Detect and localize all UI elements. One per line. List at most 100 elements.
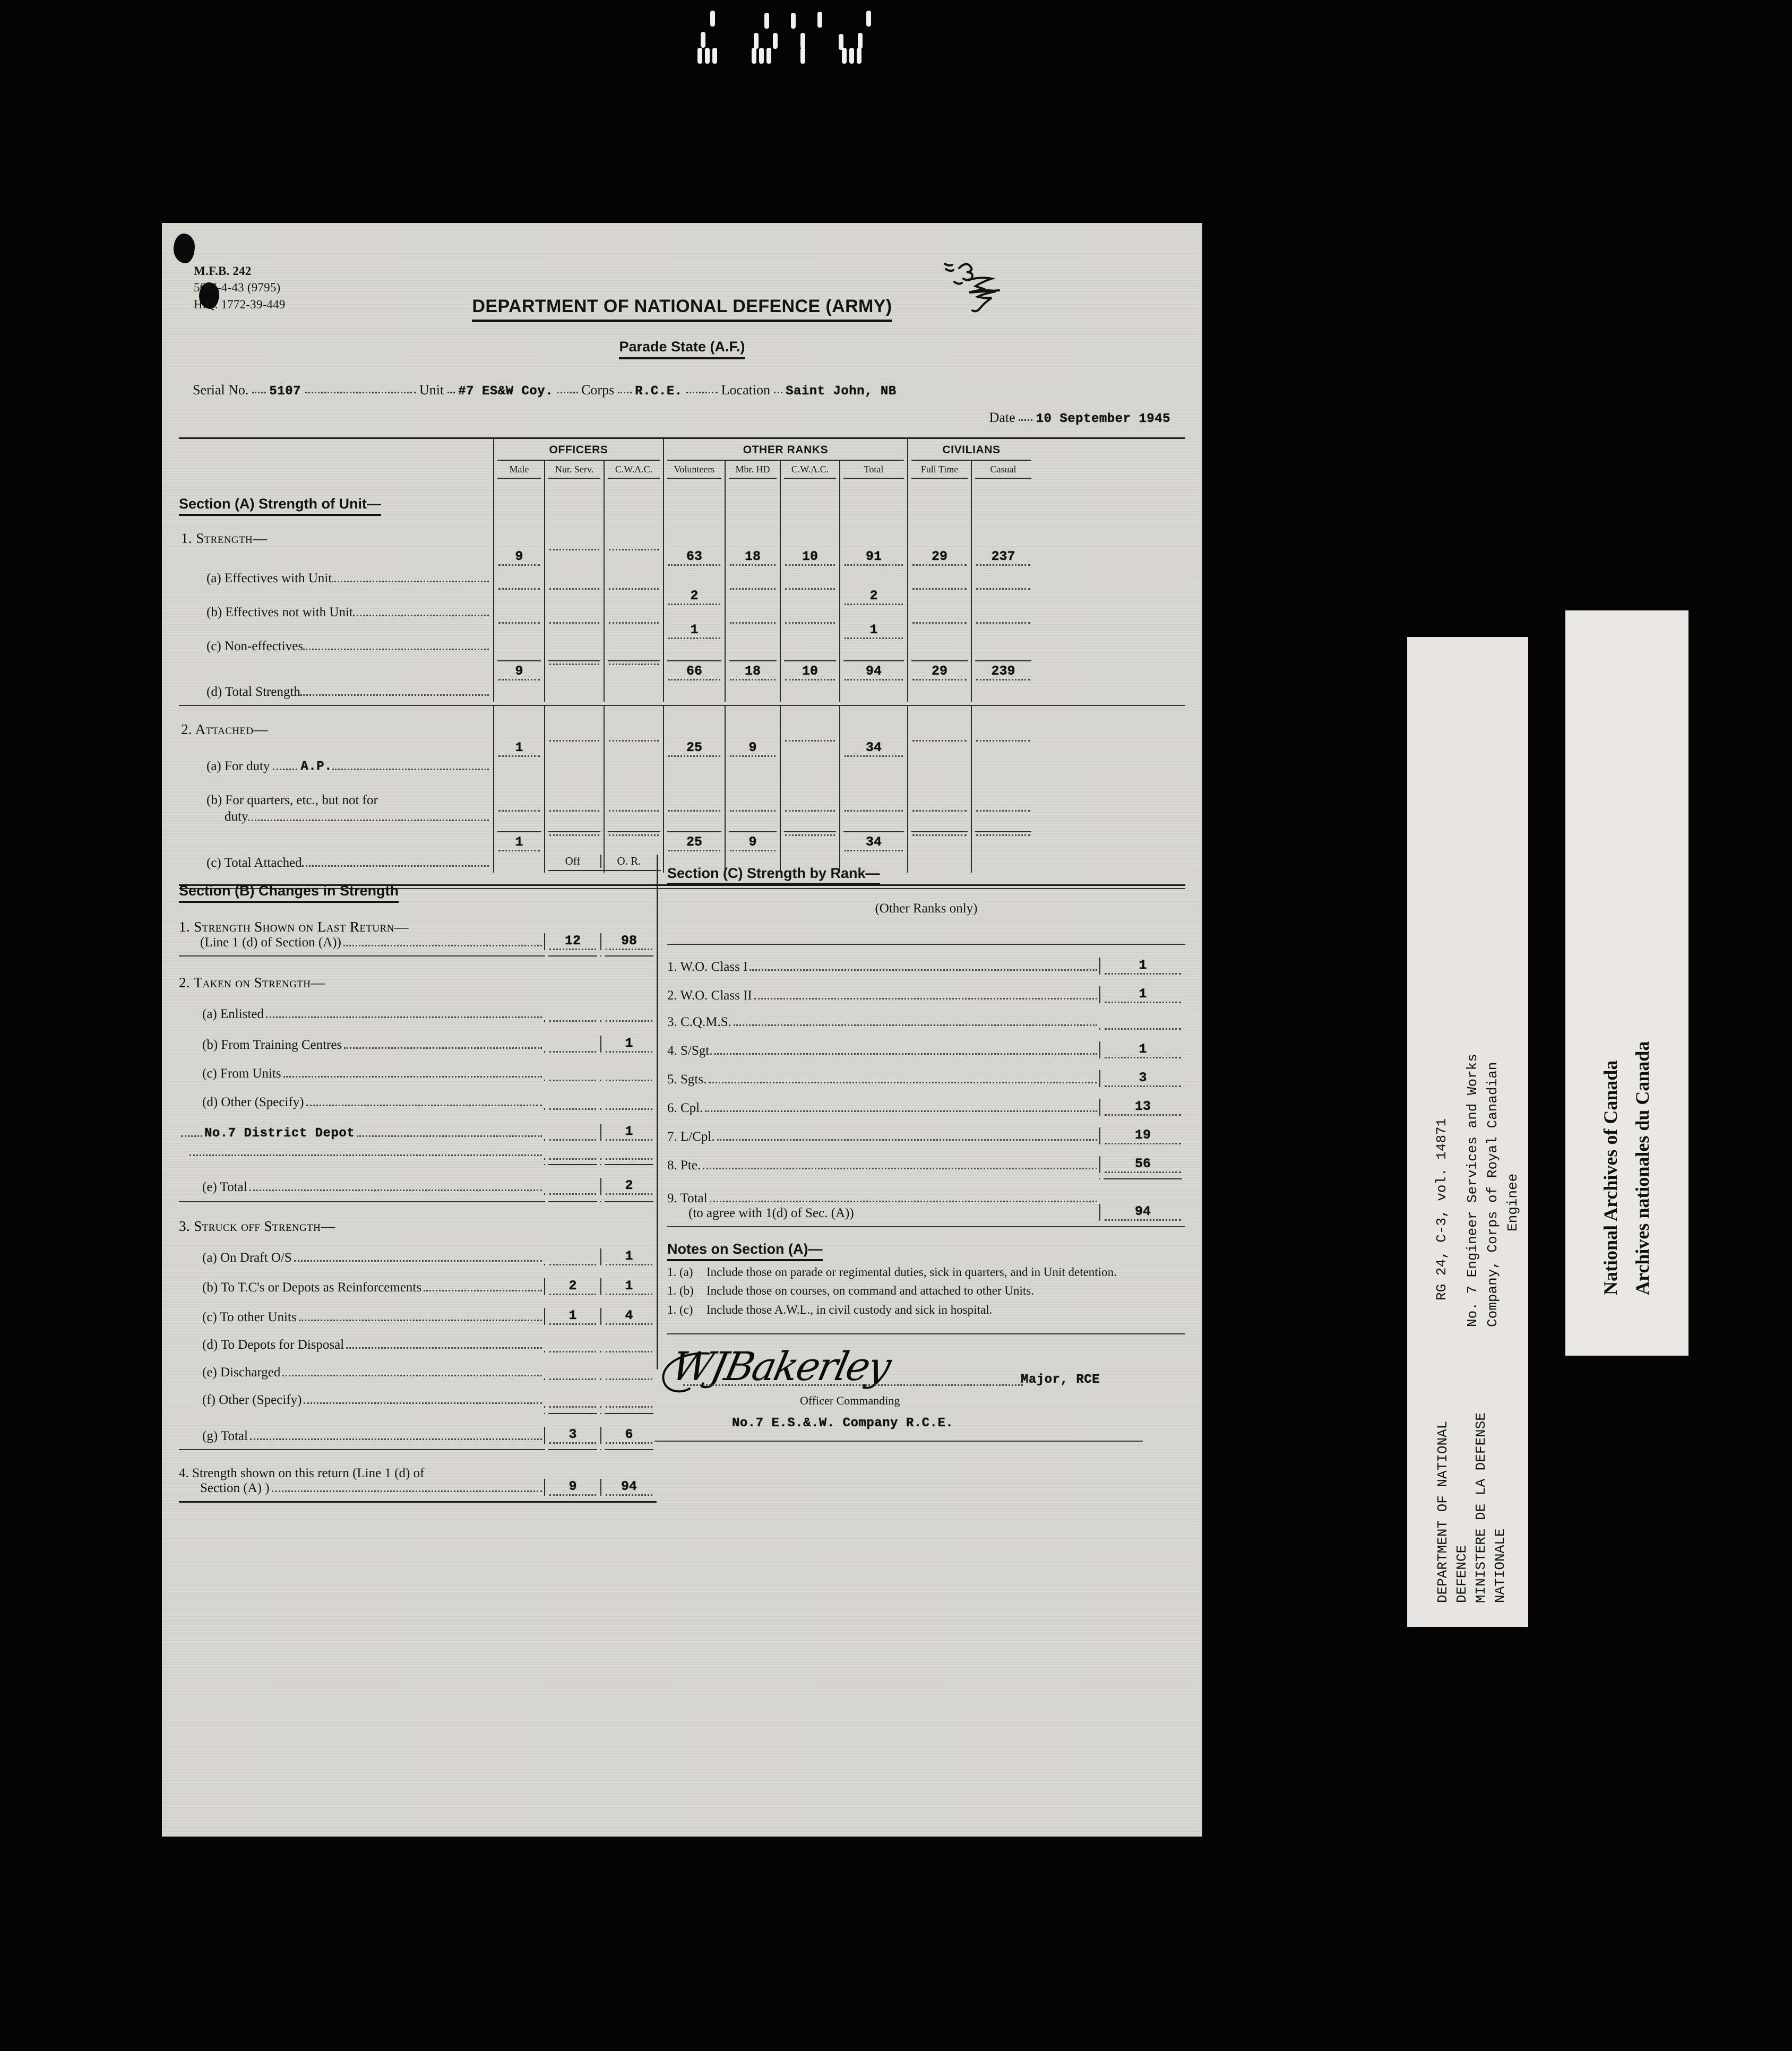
cell-value[interactable]: 10 xyxy=(802,663,818,679)
section-b-final-or[interactable]: 94 xyxy=(621,1479,637,1494)
corps-label: Corps xyxy=(581,382,615,398)
cell-value[interactable]: 29 xyxy=(931,663,947,679)
subtotal-rule xyxy=(179,656,1185,663)
list-item: (a) On Draft O/S 1 xyxy=(179,1248,657,1265)
corps-value[interactable]: R.C.E. xyxy=(635,384,683,399)
form-code-line: H.Q. 1772-39-449 xyxy=(194,297,286,311)
notes-list: 1. (a) Include those on parade or regime… xyxy=(667,1264,1185,1317)
section-c-total-value[interactable]: 94 xyxy=(1134,1204,1151,1219)
cell-value[interactable]: 9 xyxy=(515,663,523,679)
row-label: 5. Sgts. xyxy=(667,1072,707,1087)
cell-value[interactable]: 18 xyxy=(744,549,761,564)
cell-value[interactable]: 34 xyxy=(865,834,882,850)
cell-or[interactable]: 1 xyxy=(625,1124,633,1139)
ink-blot xyxy=(199,282,219,309)
cell-off[interactable]: 1 xyxy=(568,1308,577,1323)
cell-value[interactable]: 94 xyxy=(865,663,882,679)
section-b-line1-off[interactable]: 12 xyxy=(564,933,581,949)
cell-or[interactable]: 2 xyxy=(625,1178,633,1193)
cell-value[interactable]: 29 xyxy=(931,549,947,564)
cell-value[interactable]: 1 xyxy=(515,834,523,850)
cell-value[interactable]: 9 xyxy=(748,740,757,755)
serial-label: Serial No. xyxy=(193,382,249,398)
cell-value[interactable]: 1 xyxy=(1139,1041,1147,1057)
archive-description-line3: Enginee xyxy=(1505,1173,1521,1231)
col-total-or: Total xyxy=(864,464,884,475)
cell-or[interactable]: 1 xyxy=(625,1278,633,1294)
cell-value[interactable]: 1 xyxy=(1139,986,1147,1002)
cell-value[interactable]: 63 xyxy=(686,549,702,564)
section-a-title-row: Section (A) Strength of Unit— xyxy=(179,483,1185,518)
cell-value[interactable]: 25 xyxy=(686,740,702,755)
cell-value[interactable]: 91 xyxy=(865,549,882,564)
cell-value[interactable]: 9 xyxy=(515,549,523,564)
cell-value[interactable]: 19 xyxy=(1134,1127,1151,1143)
row-label: 8. Pte. xyxy=(667,1158,701,1173)
section-b-final-label2: Section (A) ) xyxy=(200,1481,270,1495)
cell-value[interactable]: 25 xyxy=(686,834,702,850)
cell-or[interactable]: 1 xyxy=(625,1036,633,1051)
ink-blot xyxy=(174,234,195,263)
row-label: (a) On Draft O/S xyxy=(202,1251,292,1265)
row-label: (a) Effectives with Unit xyxy=(206,571,332,585)
table-row: (d) Total Strength 9 66 18 10 94 29 239 xyxy=(179,663,1185,702)
cell-value[interactable]: 9 xyxy=(748,834,757,850)
unit-value[interactable]: #7 ES&W Coy. xyxy=(458,384,554,399)
cell-value[interactable]: 3 xyxy=(1139,1070,1147,1085)
form-code-line: M.F.B. 242 xyxy=(194,264,252,278)
section-b-final-off[interactable]: 9 xyxy=(568,1479,577,1494)
taken-on-strength-other-entry[interactable]: No.7 District Depot xyxy=(204,1126,355,1141)
note-key: 1. (a) xyxy=(667,1265,693,1279)
cell-value[interactable]: 2 xyxy=(690,588,699,604)
row-label: (c) Non-effectives xyxy=(206,639,304,653)
serial-value[interactable]: 5107 xyxy=(269,384,301,399)
list-item: (d) Other (Specify) xyxy=(179,1095,657,1110)
row-label: 4. S/Sgt. xyxy=(667,1044,713,1058)
archival-label-national-archives: National Archives of Canada Archives nat… xyxy=(1565,610,1688,1356)
cell-value[interactable]: 1 xyxy=(515,740,523,755)
list-item: (f) Other (Specify) xyxy=(179,1393,657,1408)
department-title: DEPARTMENT OF NATIONAL DEFENCE (ARMY) xyxy=(162,296,1202,322)
section-b-column-headers: Off O. R. xyxy=(179,855,657,868)
cell-value[interactable]: 1 xyxy=(1139,958,1147,973)
archive-description-line2: Company, Corps of Royal Canadian xyxy=(1485,1062,1501,1327)
col-off: Off xyxy=(544,855,600,868)
archive-reference: RG 24, C-3, vol. 14871 xyxy=(1434,1118,1450,1300)
archives-name-en: National Archives of Canada xyxy=(1600,1060,1621,1295)
cell-value[interactable]: 2 xyxy=(869,588,878,604)
cell-value[interactable]: 10 xyxy=(802,549,818,564)
location-value[interactable]: Saint John, NB xyxy=(786,384,897,399)
row-label: (b) For quarters, etc., but not for xyxy=(206,793,378,807)
archive-dept-en2: DEFENCE xyxy=(1454,1545,1470,1603)
cell-value[interactable]: 56 xyxy=(1134,1156,1151,1171)
section-c-subtitle: (Other Ranks only) xyxy=(875,901,978,916)
section-b-struck-heading: 3. Struck off Strength— xyxy=(179,1218,335,1234)
cell-or[interactable]: 4 xyxy=(625,1308,633,1323)
table-row: (c) Total Attached 1 25 9 34 xyxy=(179,834,1185,873)
cell-value[interactable]: 1 xyxy=(690,622,699,637)
cell-value[interactable]: 66 xyxy=(686,663,702,679)
col-cwac-or: C.W.A.C. xyxy=(791,464,829,475)
cell-value[interactable]: 1 xyxy=(869,622,878,637)
cell-value[interactable]: 239 xyxy=(991,663,1015,679)
attached-for-duty-annotation[interactable]: A.P. xyxy=(300,760,333,774)
scanned-document-page: M.F.B. 242 50M-4-43 (9795) H.Q. 1772-39-… xyxy=(162,223,1202,1837)
cell-value[interactable]: 237 xyxy=(991,549,1015,564)
cell-or[interactable]: 1 xyxy=(625,1248,633,1264)
cell-off[interactable]: 3 xyxy=(568,1427,577,1442)
table-row: (b) For quarters, etc., but not for duty xyxy=(179,776,1185,827)
col-full-time: Full Time xyxy=(920,464,959,475)
list-item: (c) To other Units 1 4 xyxy=(179,1308,657,1325)
cell-value[interactable]: 34 xyxy=(865,740,882,755)
list-item: 4. S/Sgt. 1 xyxy=(667,1041,1185,1058)
cell-or[interactable]: 6 xyxy=(625,1427,633,1442)
location-label: Location xyxy=(721,382,771,398)
section-b-line1-or[interactable]: 98 xyxy=(621,933,637,949)
cell-value[interactable]: 18 xyxy=(744,663,761,679)
date-value[interactable]: 10 September 1945 xyxy=(1036,412,1170,426)
cell-off[interactable]: 2 xyxy=(568,1278,577,1294)
cell-value[interactable]: 13 xyxy=(1134,1099,1151,1114)
note-text: Include those on courses, on command and… xyxy=(707,1284,1035,1298)
list-item: 8. Pte. 56 xyxy=(667,1156,1185,1173)
list-item: (a) Enlisted xyxy=(179,1007,657,1022)
